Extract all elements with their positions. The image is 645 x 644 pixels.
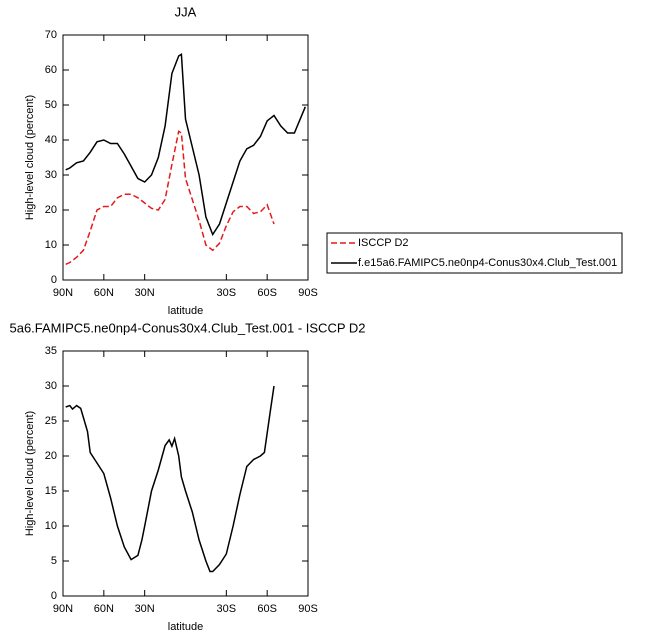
y-tick-label: 60 <box>45 64 57 76</box>
legend-label: ISCCP D2 <box>358 237 409 249</box>
x-tick-label: 90S <box>298 287 318 299</box>
y-tick-label: 15 <box>45 485 57 497</box>
y-tick-label: 70 <box>45 29 57 41</box>
x-tick-label: 90N <box>53 603 73 615</box>
x-tick-label: 60N <box>94 287 114 299</box>
x-tick-label: 30N <box>135 603 155 615</box>
x-axis-label: latitude <box>168 305 203 317</box>
x-tick-label: 90S <box>298 603 318 615</box>
line-series <box>65 52 306 237</box>
x-tick-label: 60S <box>257 287 277 299</box>
y-tick-label: 0 <box>51 590 57 602</box>
y-tick-label: 30 <box>45 169 57 181</box>
y-tick-label: 35 <box>45 345 57 357</box>
x-tick-label: 30S <box>217 603 237 615</box>
y-axis-label: High-level cloud (percent) <box>24 411 36 536</box>
chart-title: 5a6.FAMIPC5.ne0np4-Conus30x4.Club_Test.0… <box>9 320 365 335</box>
x-axis-label: latitude <box>168 621 203 633</box>
plot-frame <box>62 350 309 597</box>
x-tick-label: 30S <box>217 287 237 299</box>
y-tick-label: 30 <box>45 380 57 392</box>
line-series <box>65 130 275 265</box>
y-tick-label: 40 <box>45 134 57 146</box>
legend-label: f.e15a6.FAMIPC5.ne0np4-Conus30x4.Club_Te… <box>358 257 617 269</box>
y-tick-label: 5 <box>51 555 57 567</box>
x-tick-label: 90N <box>53 287 73 299</box>
y-tick-label: 20 <box>45 204 57 216</box>
x-tick-label: 60S <box>257 603 277 615</box>
line-series <box>65 385 275 573</box>
y-tick-label: 10 <box>45 520 57 532</box>
y-tick-label: 0 <box>51 274 57 286</box>
y-axis-label: High-level cloud (percent) <box>24 95 36 220</box>
x-tick-label: 30N <box>135 287 155 299</box>
y-tick-label: 20 <box>45 450 57 462</box>
plot-frame <box>62 34 309 281</box>
y-tick-label: 25 <box>45 415 57 427</box>
legend-box <box>326 232 623 274</box>
chart-title: JJA <box>175 4 197 19</box>
y-tick-label: 50 <box>45 99 57 111</box>
x-tick-label: 60N <box>94 603 114 615</box>
y-tick-label: 10 <box>45 239 57 251</box>
